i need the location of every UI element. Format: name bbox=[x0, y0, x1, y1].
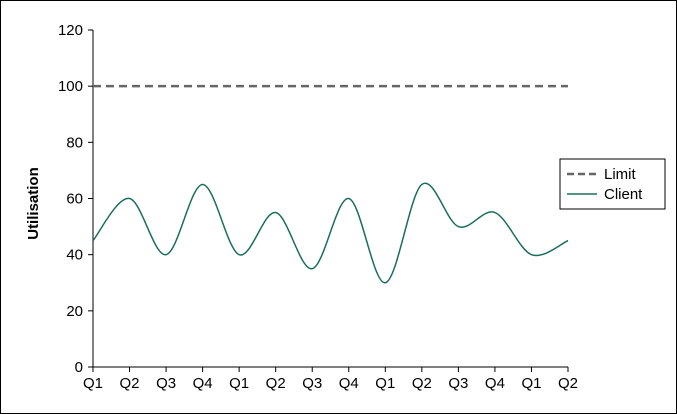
x-tick-label: Q2 bbox=[120, 375, 140, 392]
x-tick-label: Q2 bbox=[558, 375, 578, 392]
x-tick-label: Q1 bbox=[229, 375, 249, 392]
x-tick-label: Q1 bbox=[521, 375, 541, 392]
y-tick-label: 80 bbox=[66, 134, 83, 151]
legend-box bbox=[559, 158, 666, 210]
x-tick-label: Q3 bbox=[156, 375, 176, 392]
x-tick-label: Q1 bbox=[83, 375, 103, 392]
x-tick-label: Q2 bbox=[412, 375, 432, 392]
x-tick-label: Q4 bbox=[485, 375, 505, 392]
y-tick-label: 120 bbox=[58, 22, 83, 39]
x-tick-label: Q4 bbox=[193, 375, 213, 392]
y-tick-label: 40 bbox=[66, 247, 83, 264]
y-tick-label: 60 bbox=[66, 191, 83, 208]
series-lines bbox=[92, 84, 569, 284]
y-tick-label: 100 bbox=[58, 78, 83, 95]
legend-label-client: Client bbox=[604, 186, 643, 203]
x-tick-label: Q4 bbox=[339, 375, 359, 392]
x-tick-label: Q2 bbox=[266, 375, 286, 392]
y-axis-title: Utilisation bbox=[25, 167, 42, 240]
y-axis: 0 20 40 60 80 100 120 bbox=[58, 22, 94, 376]
x-tick-label: Q1 bbox=[375, 375, 395, 392]
x-tick-label: Q3 bbox=[448, 375, 468, 392]
y-tick-label: 0 bbox=[75, 359, 83, 376]
y-tick-label: 20 bbox=[66, 303, 83, 320]
series-line-client bbox=[92, 182, 569, 284]
x-tick-label: Q3 bbox=[302, 375, 322, 392]
legend-label-limit: Limit bbox=[604, 166, 637, 183]
x-axis: Q1 Q2 Q3 Q4 Q1 Q2 Q3 Q4 Q1 Q2 Q3 Q4 Q1 Q2 bbox=[83, 366, 578, 392]
legend: Limit Client bbox=[559, 158, 666, 210]
